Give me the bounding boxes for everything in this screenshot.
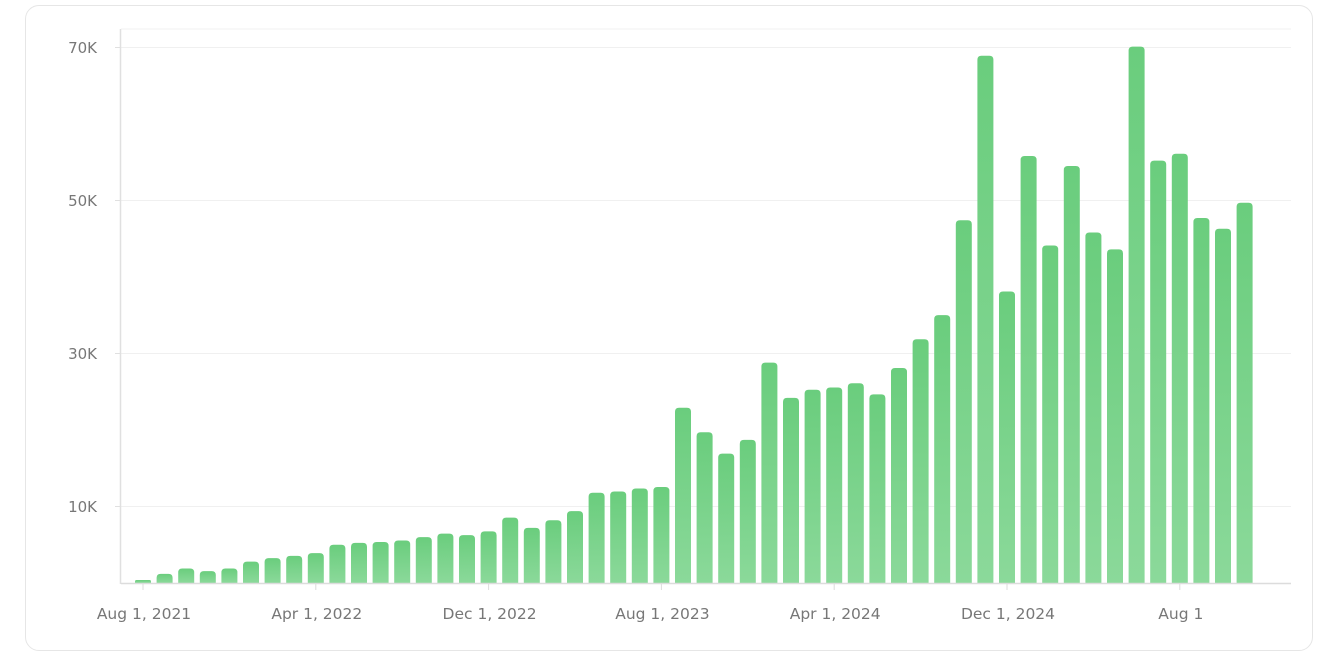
bar-2022-10[interactable] <box>437 533 454 583</box>
bar-2025-09[interactable] <box>1193 218 1210 584</box>
bar-2023-01[interactable] <box>502 517 519 583</box>
bar-2025-06[interactable] <box>1128 46 1145 584</box>
bar-2021-11[interactable] <box>199 571 216 583</box>
bar-2024-05[interactable] <box>847 383 864 583</box>
bar-2024-01[interactable] <box>761 362 778 583</box>
bar-2024-04[interactable] <box>826 387 843 583</box>
bar-2023-03[interactable] <box>545 520 562 583</box>
bar-2023-08[interactable] <box>653 486 670 583</box>
bar-2025-05[interactable] <box>1107 249 1123 584</box>
bar-2023-05[interactable] <box>588 492 605 583</box>
bar-2025-03[interactable] <box>1063 165 1080 584</box>
x-tick-label: Dec 1, 2024 <box>961 605 1055 623</box>
bar-2022-09[interactable] <box>415 537 432 583</box>
x-tick-label: Aug 1 <box>1158 605 1203 623</box>
bar-2021-12[interactable] <box>221 568 238 583</box>
bar-2022-05[interactable] <box>329 544 346 583</box>
bar-2023-07[interactable] <box>631 488 648 583</box>
bar-2025-08[interactable] <box>1171 153 1188 584</box>
bars <box>135 46 1253 584</box>
bar-2024-09[interactable] <box>934 315 951 583</box>
x-tick-label: Apr 1, 2022 <box>271 605 362 623</box>
bar-2023-02[interactable] <box>523 527 540 583</box>
bar-2022-12[interactable] <box>480 531 497 583</box>
bar-2025-07[interactable] <box>1150 160 1167 583</box>
x-tick-label: Apr 1, 2024 <box>790 605 881 623</box>
bar-2025-11[interactable] <box>1236 202 1253 583</box>
y-tick-label: 10K <box>68 498 98 516</box>
bar-2025-10[interactable] <box>1215 228 1231 584</box>
bar-2021-08[interactable] <box>135 579 151 583</box>
bar-2022-04[interactable] <box>307 553 324 583</box>
bar-2024-03[interactable] <box>804 389 821 583</box>
bar-2022-03[interactable] <box>286 555 303 583</box>
bar-2023-11[interactable] <box>718 453 735 583</box>
y-tick-label: 50K <box>68 192 98 210</box>
bar-2023-12[interactable] <box>739 439 756 583</box>
x-tick-label: Aug 1, 2023 <box>615 605 709 623</box>
bar-2021-09[interactable] <box>156 573 173 583</box>
y-axis-labels: 10K 30K 50K 70K <box>68 39 98 516</box>
bar-2024-06[interactable] <box>869 394 886 583</box>
bar-2022-01[interactable] <box>243 561 259 583</box>
bar-2023-06[interactable] <box>610 491 627 583</box>
bar-2024-07[interactable] <box>891 367 907 583</box>
bar-2023-09[interactable] <box>675 407 691 583</box>
bar-2025-01[interactable] <box>1020 156 1037 583</box>
bar-2022-02[interactable] <box>264 558 281 583</box>
bar-2023-04[interactable] <box>567 511 583 583</box>
bar-2024-08[interactable] <box>912 339 929 583</box>
bar-2021-10[interactable] <box>178 568 195 583</box>
bar-2024-02[interactable] <box>783 397 799 583</box>
y-tick-label: 30K <box>68 345 98 363</box>
bar-2022-07[interactable] <box>372 542 389 583</box>
bar-2024-12[interactable] <box>999 291 1015 583</box>
bar-2025-02[interactable] <box>1042 245 1059 583</box>
bar-2024-11[interactable] <box>977 55 994 584</box>
bar-2022-06[interactable] <box>351 542 367 583</box>
x-tick-label: Aug 1, 2021 <box>97 605 191 623</box>
bar-2024-10[interactable] <box>955 220 972 583</box>
bar-2022-11[interactable] <box>459 535 475 583</box>
x-tick-label: Dec 1, 2022 <box>443 605 537 623</box>
bar-2022-08[interactable] <box>394 540 411 583</box>
bar-2025-04[interactable] <box>1085 232 1102 583</box>
bar-2023-10[interactable] <box>696 432 713 583</box>
x-axis-labels: Aug 1, 2021 Apr 1, 2022 Dec 1, 2022 Aug 1, … <box>97 605 1204 623</box>
axes <box>115 29 1291 590</box>
y-tick-label: 70K <box>68 39 98 57</box>
